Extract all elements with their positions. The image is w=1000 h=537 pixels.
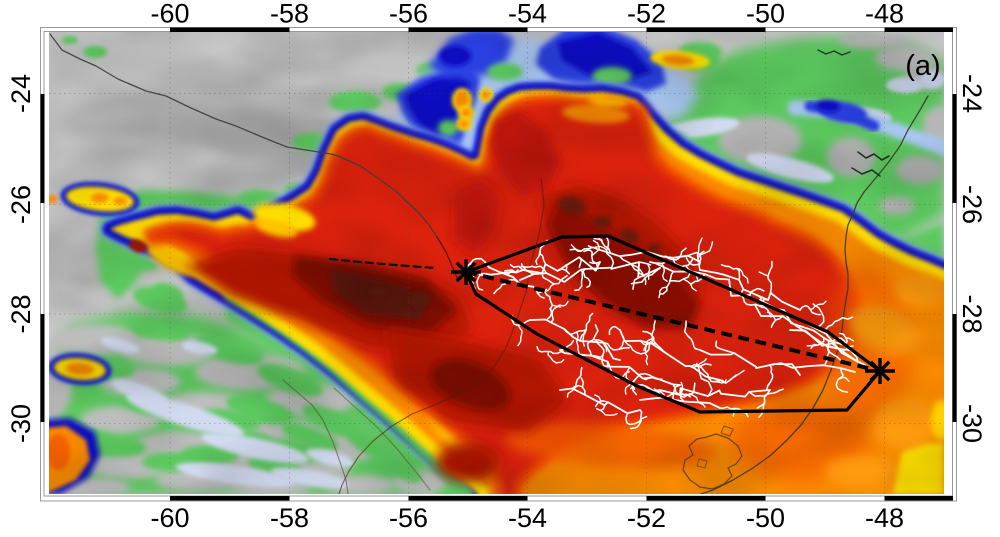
svg-text:-26: -26 — [957, 185, 987, 224]
svg-text:-28: -28 — [957, 294, 987, 333]
svg-text:-58: -58 — [270, 0, 309, 29]
svg-text:-28: -28 — [6, 294, 36, 333]
svg-text:(a): (a) — [905, 50, 940, 82]
svg-text:-30: -30 — [957, 404, 987, 443]
svg-text:-48: -48 — [865, 0, 904, 29]
svg-text:-60: -60 — [150, 0, 189, 29]
svg-text:-54: -54 — [508, 503, 547, 532]
svg-text:-56: -56 — [389, 0, 428, 29]
svg-text:-48: -48 — [865, 503, 904, 532]
svg-text:-26: -26 — [6, 185, 36, 224]
svg-text:-60: -60 — [150, 503, 189, 532]
svg-text:-52: -52 — [627, 503, 666, 532]
svg-text:-54: -54 — [508, 0, 547, 29]
svg-text:-24: -24 — [957, 74, 987, 113]
svg-text:-50: -50 — [746, 503, 785, 532]
svg-text:-24: -24 — [6, 74, 36, 113]
svg-text:-50: -50 — [746, 0, 785, 29]
svg-text:-58: -58 — [270, 503, 309, 532]
svg-text:-52: -52 — [627, 0, 666, 29]
svg-text:-56: -56 — [389, 503, 428, 532]
svg-text:-30: -30 — [6, 404, 36, 443]
